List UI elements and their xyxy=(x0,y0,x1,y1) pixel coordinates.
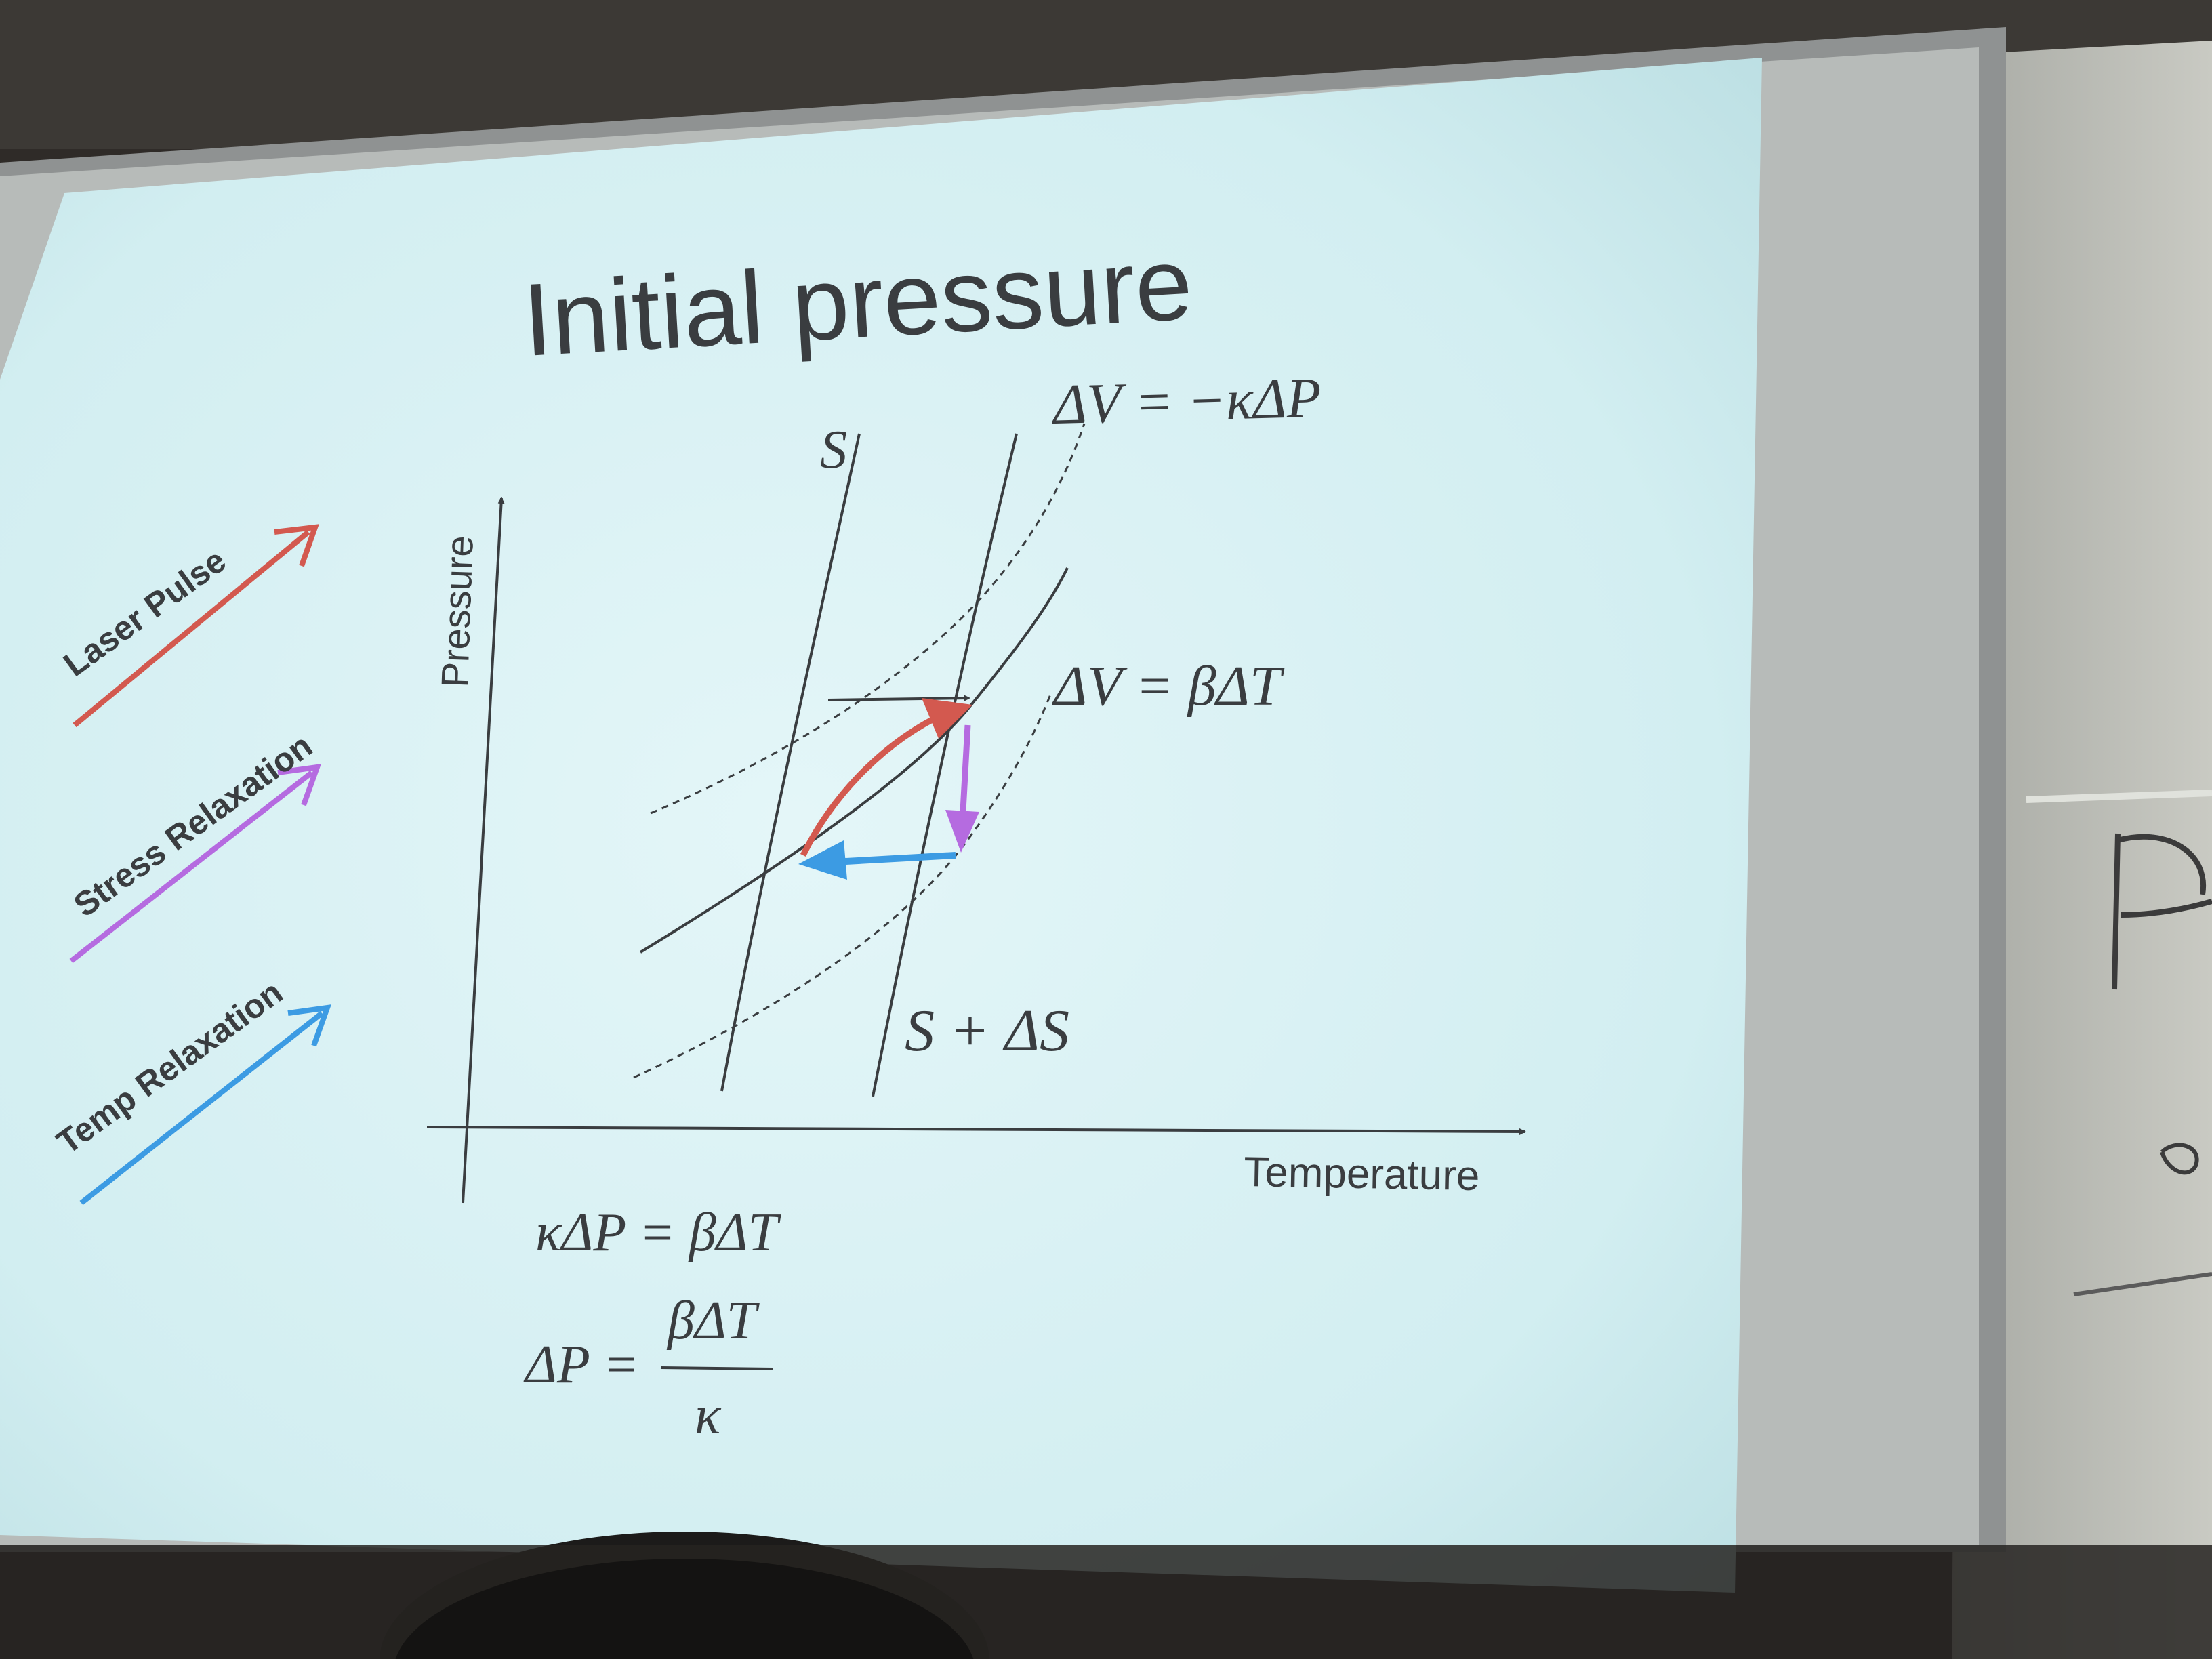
equation-dp-lhs: ΔP = xyxy=(523,1335,639,1395)
wall-edge xyxy=(2026,790,2212,803)
x-axis xyxy=(426,1126,1526,1135)
laser-pulse-path xyxy=(800,708,950,857)
laser-pulse-path-head xyxy=(922,698,972,739)
laser-pulse-arrow xyxy=(73,529,310,728)
bottom-dark-band xyxy=(0,1545,2212,1659)
y-axis xyxy=(462,497,505,1204)
label-s-plus-ds: S + ΔS xyxy=(905,998,1069,1064)
thin-horizontal-arrow xyxy=(827,695,970,702)
stress-relaxation-arrowhead xyxy=(277,764,321,806)
y-axis-label: Pressure xyxy=(433,535,481,688)
temp-relaxation-arrow xyxy=(79,1010,324,1206)
equation-kappa-dp: κΔP = βΔT xyxy=(535,1203,782,1263)
isochore-dashed-lower xyxy=(633,694,1052,1079)
temp-relaxation-arrowhead xyxy=(287,1004,331,1047)
temp-relaxation-path-head xyxy=(798,840,847,880)
stress-relaxation-path-head xyxy=(945,810,979,853)
stress-relaxation-path xyxy=(959,724,971,824)
diagram-axes: Pressure Temperature xyxy=(426,497,1526,1204)
laser-pulse-arrowhead xyxy=(274,524,319,567)
whiteboard-scribble-2 xyxy=(2160,1143,2199,1175)
label-s: S xyxy=(820,420,847,480)
stress-relaxation-arrow xyxy=(69,770,314,964)
x-axis-label: Temperature xyxy=(1244,1149,1480,1200)
right-wall xyxy=(1952,41,2212,1659)
isentrope-s-plus-ds xyxy=(872,433,1018,1097)
equation-fraction-bar xyxy=(660,1366,773,1370)
whiteboard-scribble xyxy=(2112,833,2212,990)
isochore-dashed-upper xyxy=(650,423,1086,815)
isochore-solid xyxy=(639,567,1069,954)
isentrope-s xyxy=(720,433,861,1092)
equation-dp-denominator: κ xyxy=(695,1386,722,1446)
whiteboard-scribble-3 xyxy=(2073,1272,2212,1296)
slide-background xyxy=(0,58,1762,1593)
temp-relaxation-path xyxy=(833,852,956,865)
label-dv-kappa: ΔV = −κΔP xyxy=(1050,367,1322,436)
equation-dp-numerator: βΔT xyxy=(666,1291,760,1351)
label-dv-beta: ΔV = βΔT xyxy=(1052,655,1285,718)
audience-head-front xyxy=(395,1559,974,1659)
